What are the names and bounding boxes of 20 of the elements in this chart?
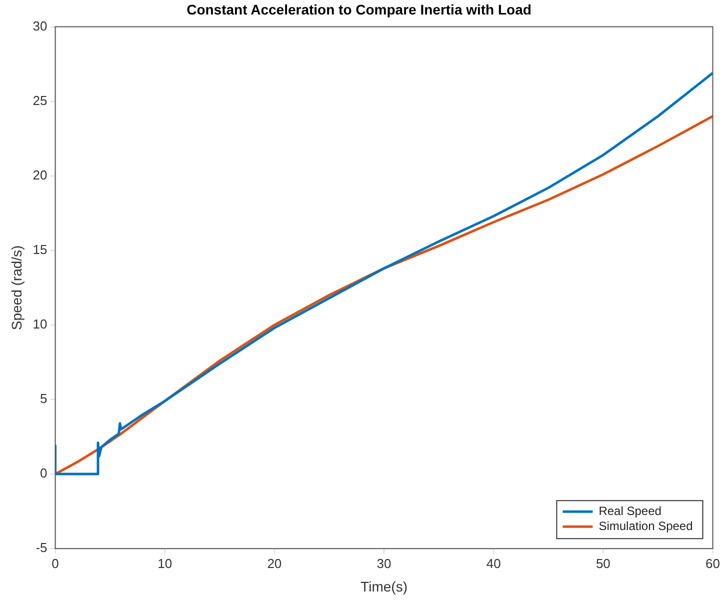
chart-title: Constant Acceleration to Compare Inertia with Load: [186, 1, 532, 18]
x-tick-label: 0: [52, 556, 59, 571]
y-tick-label: 20: [32, 167, 48, 182]
y-tick-label: 5: [40, 391, 48, 406]
y-tick-label: 0: [40, 466, 48, 481]
x-tick-label: 20: [267, 556, 282, 571]
x-tick-label: 60: [706, 556, 720, 571]
y-axis-title: Speed (rad/s): [8, 245, 24, 330]
x-axis-title: Time(s): [360, 578, 408, 594]
x-tick-label: 40: [486, 556, 501, 571]
x-tick-label: 10: [158, 556, 172, 571]
x-tick-label: 50: [596, 556, 610, 571]
y-tick-label: -5: [36, 540, 48, 556]
y-tick-label: 25: [32, 92, 48, 108]
x-tick-label: 30: [376, 556, 392, 571]
y-tick-label: 15: [32, 242, 48, 258]
y-tick-label: 10: [32, 316, 48, 332]
legend-label: Simulation Speed: [598, 518, 693, 533]
y-tick-label: 30: [32, 18, 48, 34]
legend-label: Real Speed: [598, 504, 662, 518]
